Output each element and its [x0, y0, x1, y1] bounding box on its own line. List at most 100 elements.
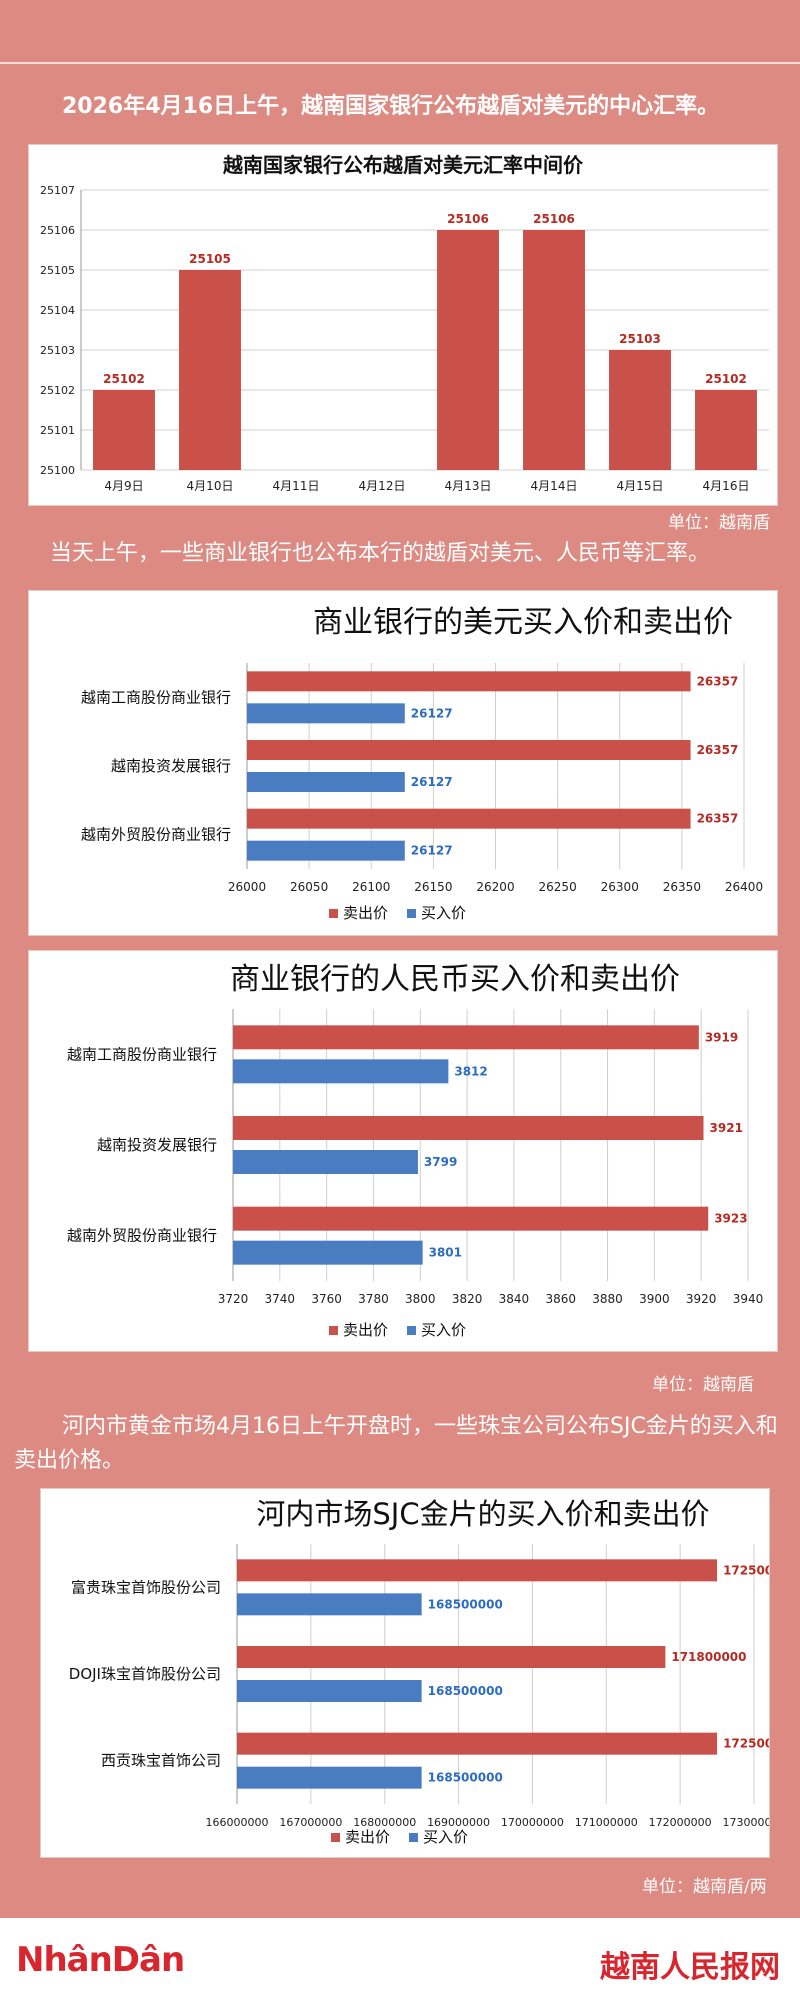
bar-sell: [233, 1206, 709, 1231]
y-tick-label: 25100: [40, 464, 75, 477]
unit-label-1: 单位：越南盾: [668, 513, 770, 533]
bar-buy: [233, 1059, 449, 1084]
data-label-buy: 168500000: [428, 1684, 503, 1698]
y-tick-label: 25107: [40, 184, 75, 197]
category-label: 越南投资发展银行: [111, 757, 231, 775]
category-label: 越南工商股份商业银行: [67, 1045, 217, 1063]
x-tick-label: 4月10日: [187, 479, 234, 493]
x-tick-label: 173000000: [723, 1816, 770, 1829]
x-tick-label: 169000000: [427, 1816, 490, 1829]
x-tick-label: 4月12日: [359, 479, 406, 493]
data-label: 25106: [533, 212, 575, 226]
data-label-sell: 26357: [697, 674, 739, 688]
bar-buy: [233, 1240, 423, 1265]
unit-label-2: 单位：越南盾: [652, 1375, 754, 1395]
x-tick-label: 4月13日: [445, 479, 492, 493]
data-label-buy: 168500000: [428, 1597, 503, 1611]
category-label: 西贡珠宝首饰公司: [101, 1752, 221, 1770]
data-label: 25103: [619, 332, 661, 346]
chart-card-cny: 商业银行的人民币买入价和卖出价 3720 3740 3760 3780 3800 3820 3…: [28, 950, 778, 1352]
data-label-buy: 26127: [411, 706, 453, 720]
category-label: 富贵珠宝首饰股份公司: [71, 1578, 221, 1596]
x-tick-label: 3760: [311, 1292, 342, 1306]
bar-buy: [247, 703, 405, 724]
intro-paragraph-2: 当天上午，一些商业银行也公布本行的越盾对美元、人民币等汇率。: [50, 541, 711, 566]
data-label-sell: 3921: [710, 1121, 743, 1135]
x-tick-label: 26300: [601, 880, 639, 894]
chart-card-gold: 河内市场SJC金片的买入价和卖出价 166000000 167000000 16800…: [40, 1488, 770, 1858]
x-tick-label: 26350: [663, 880, 701, 894]
x-tick-label: 3900: [639, 1292, 670, 1306]
x-tick-label: 3920: [686, 1292, 717, 1306]
bar-sell: [237, 1559, 718, 1582]
x-tick-label: 26200: [476, 880, 514, 894]
x-tick-label: 26100: [352, 880, 390, 894]
intro-paragraph-1: 2026年4月16日上午，越南国家银行公布越盾对美元的中心汇率。: [62, 94, 720, 119]
bar: [523, 230, 585, 470]
data-label: 25106: [447, 212, 489, 226]
data-label-buy: 168500000: [428, 1771, 503, 1785]
x-tick-label: 4月16日: [703, 479, 750, 493]
site-name: 越南人民报网: [600, 1950, 780, 1985]
x-tick-label: 3820: [452, 1292, 483, 1306]
bar-sell: [247, 740, 691, 760]
x-tick-label: 4月9日: [104, 479, 143, 493]
legend-label-sell: 卖出价: [343, 1321, 388, 1339]
x-tick-label: 3940: [733, 1292, 764, 1306]
data-label-buy: 26127: [411, 775, 453, 789]
category-label: 越南外贸股份商业银行: [81, 826, 231, 844]
x-tick-label: 26400: [725, 880, 763, 894]
data-label-sell: 26357: [697, 743, 739, 757]
x-tick-label: 26000: [228, 880, 266, 894]
data-label-buy: 26127: [411, 844, 453, 858]
data-label-sell: 3923: [714, 1212, 747, 1226]
category-label: 越南外贸股份商业银行: [67, 1227, 217, 1245]
bar: [437, 230, 499, 470]
data-label-sell: 26357: [697, 812, 739, 826]
y-tick-label: 25101: [40, 424, 75, 437]
y-tick-label: 25106: [40, 224, 75, 237]
y-tick-label: 25105: [40, 264, 75, 277]
legend-swatch-sell: [329, 909, 338, 918]
x-tick-label: 4月14日: [531, 479, 578, 493]
category-label: 越南工商股份商业银行: [81, 688, 231, 706]
legend-swatch-buy: [407, 909, 416, 918]
bar-sell: [233, 1025, 699, 1050]
data-label-buy: 3799: [424, 1155, 457, 1169]
x-tick-label: 170000000: [501, 1816, 564, 1829]
x-tick-label: 3860: [545, 1292, 576, 1306]
bar-buy: [247, 772, 405, 792]
chart-title: 河内市场SJC金片的买入价和卖出价: [256, 1497, 709, 1531]
bar-buy: [237, 1593, 422, 1616]
bar: [695, 390, 757, 470]
legend-swatch-sell: [329, 1326, 338, 1335]
legend-label-buy: 买入价: [421, 904, 466, 922]
x-tick-label: 3880: [592, 1292, 623, 1306]
nhandan-logo: NhânDân: [16, 1940, 185, 1980]
y-tick-label: 25103: [40, 344, 75, 357]
cny-rate-chart: 商业银行的人民币买入价和卖出价 3720 3740 3760 3780 3800 3820 3…: [67, 962, 764, 1339]
bar-buy: [237, 1766, 422, 1789]
x-tick-label: 171000000: [575, 1816, 638, 1829]
bar-sell: [237, 1646, 666, 1668]
legend-label-sell: 卖出价: [345, 1828, 390, 1846]
bar: [179, 270, 241, 470]
x-tick-label: 3800: [405, 1292, 436, 1306]
bar-buy: [247, 840, 405, 861]
bar-sell: [233, 1116, 704, 1140]
bar-sell: [247, 808, 691, 829]
data-label-buy: 3812: [454, 1064, 487, 1078]
legend-swatch-buy: [407, 1326, 416, 1335]
bar-buy: [233, 1150, 418, 1174]
chart-card-central-rate: 越南国家银行公布越盾对美元汇率中间价 25100 25101 25102 25103 25…: [28, 144, 778, 506]
gold-price-chart: 河内市场SJC金片的买入价和卖出价 166000000 167000000 16800…: [69, 1497, 770, 1846]
chart-title: 越南国家银行公布越盾对美元汇率中间价: [222, 153, 584, 177]
legend-swatch-buy: [409, 1833, 418, 1842]
data-label-sell: 171800000: [671, 1650, 746, 1664]
x-tick-label: 26150: [414, 880, 452, 894]
chart-title: 商业银行的美元买入价和卖出价: [313, 605, 733, 640]
x-tick-label: 3780: [358, 1292, 389, 1306]
bar: [93, 390, 155, 470]
data-label-sell: 3919: [705, 1030, 738, 1044]
usd-rate-chart: 商业银行的美元买入价和卖出价 26000 26050 26100 26150 26200 2…: [81, 605, 763, 922]
